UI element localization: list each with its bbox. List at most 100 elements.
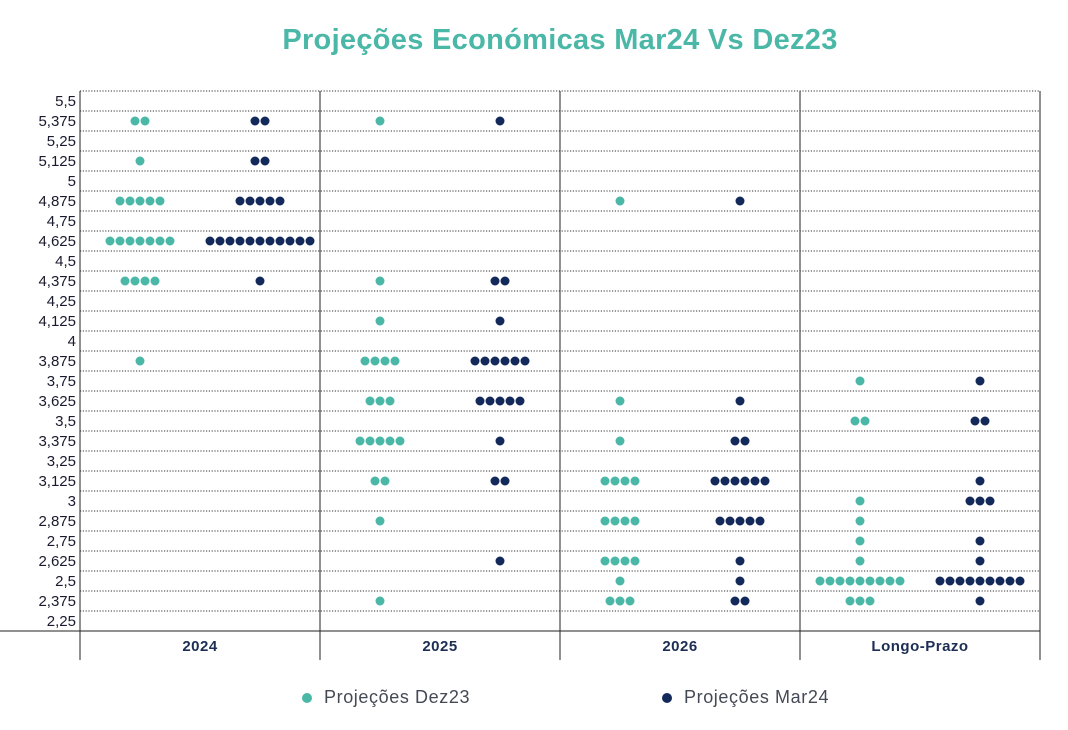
data-point [375,516,385,526]
data-point [510,356,520,366]
data-point [480,356,490,366]
data-point [140,116,150,126]
data-point [385,436,395,446]
data-point [495,436,505,446]
data-point [935,576,945,586]
data-point [855,536,865,546]
y-tick-label: 5 [68,173,76,190]
y-tick-label: 3 [68,493,76,510]
y-axis-ticks: 5,5 5,375 5,25 5,125 5 4,875 4,75 4,625 4,5 4,375… [38,93,76,630]
data-point [130,276,140,286]
data-point [145,196,155,206]
data-point [730,596,740,606]
data-point [500,476,510,486]
data-point [975,376,985,386]
data-point [375,396,385,406]
data-point [600,516,610,526]
data-point [855,556,865,566]
data-point [495,396,505,406]
data-point [730,476,740,486]
y-tick-label: 5,125 [38,153,76,170]
data-point [750,476,760,486]
y-tick-label: 3,375 [38,433,76,450]
data-point [390,356,400,366]
data-point [150,276,160,286]
data-point [615,576,625,586]
data-point [625,596,635,606]
data-point [865,576,875,586]
data-point [970,416,980,426]
data-point [255,276,265,286]
data-point [760,476,770,486]
data-point [495,116,505,126]
y-tick-label: 4,125 [38,313,76,330]
data-point [720,476,730,486]
x-axis-categories: 2024 2025 2026 Longo-Prazo [182,638,968,655]
data-point [125,236,135,246]
data-point [735,196,745,206]
data-point [885,576,895,586]
data-point [630,556,640,566]
data-point [725,516,735,526]
y-tick-label: 3,75 [47,373,76,390]
data-point [975,596,985,606]
data-point [365,436,375,446]
data-point [620,476,630,486]
data-point [895,576,905,586]
data-point [385,396,395,406]
data-point [470,356,480,366]
data-point [975,496,985,506]
data-point [860,416,870,426]
category-label-2025: 2025 [422,638,457,655]
data-point [250,116,260,126]
data-point [135,236,145,246]
data-point [375,316,385,326]
data-point [620,556,630,566]
data-point [140,276,150,286]
data-point [135,356,145,366]
y-tick-label: 4,5 [55,253,76,270]
data-point [735,516,745,526]
data-point [295,236,305,246]
data-point [355,436,365,446]
data-point [745,516,755,526]
data-point [260,116,270,126]
category-label-2024: 2024 [182,638,218,655]
data-point [245,236,255,246]
data-point [120,276,130,286]
data-point [855,516,865,526]
data-point [155,236,165,246]
data-point [735,396,745,406]
legend-swatch-mar24 [662,692,672,703]
data-point [630,516,640,526]
y-tick-label: 5,375 [38,113,76,130]
data-point [255,196,265,206]
data-point [825,576,835,586]
data-point [755,516,765,526]
data-point [265,196,275,206]
data-point [615,396,625,406]
y-tick-label: 2,875 [38,513,76,530]
y-tick-label: 4 [68,333,76,350]
data-point [275,196,285,206]
data-point [215,236,225,246]
data-point [855,376,865,386]
category-label-longo-prazo: Longo-Prazo [871,638,968,655]
data-point [260,156,270,166]
y-tick-label: 4,375 [38,273,76,290]
y-tick-label: 2,75 [47,533,76,550]
data-point [845,576,855,586]
data-point [375,276,385,286]
legend-label-mar24: Projeções Mar24 [684,687,830,707]
data-point [275,236,285,246]
data-point [475,396,485,406]
data-point [495,316,505,326]
data-point [715,516,725,526]
data-point [370,356,380,366]
data-point [485,396,495,406]
data-point [605,596,615,606]
data-point [855,596,865,606]
data-point [165,236,175,246]
data-point [600,556,610,566]
